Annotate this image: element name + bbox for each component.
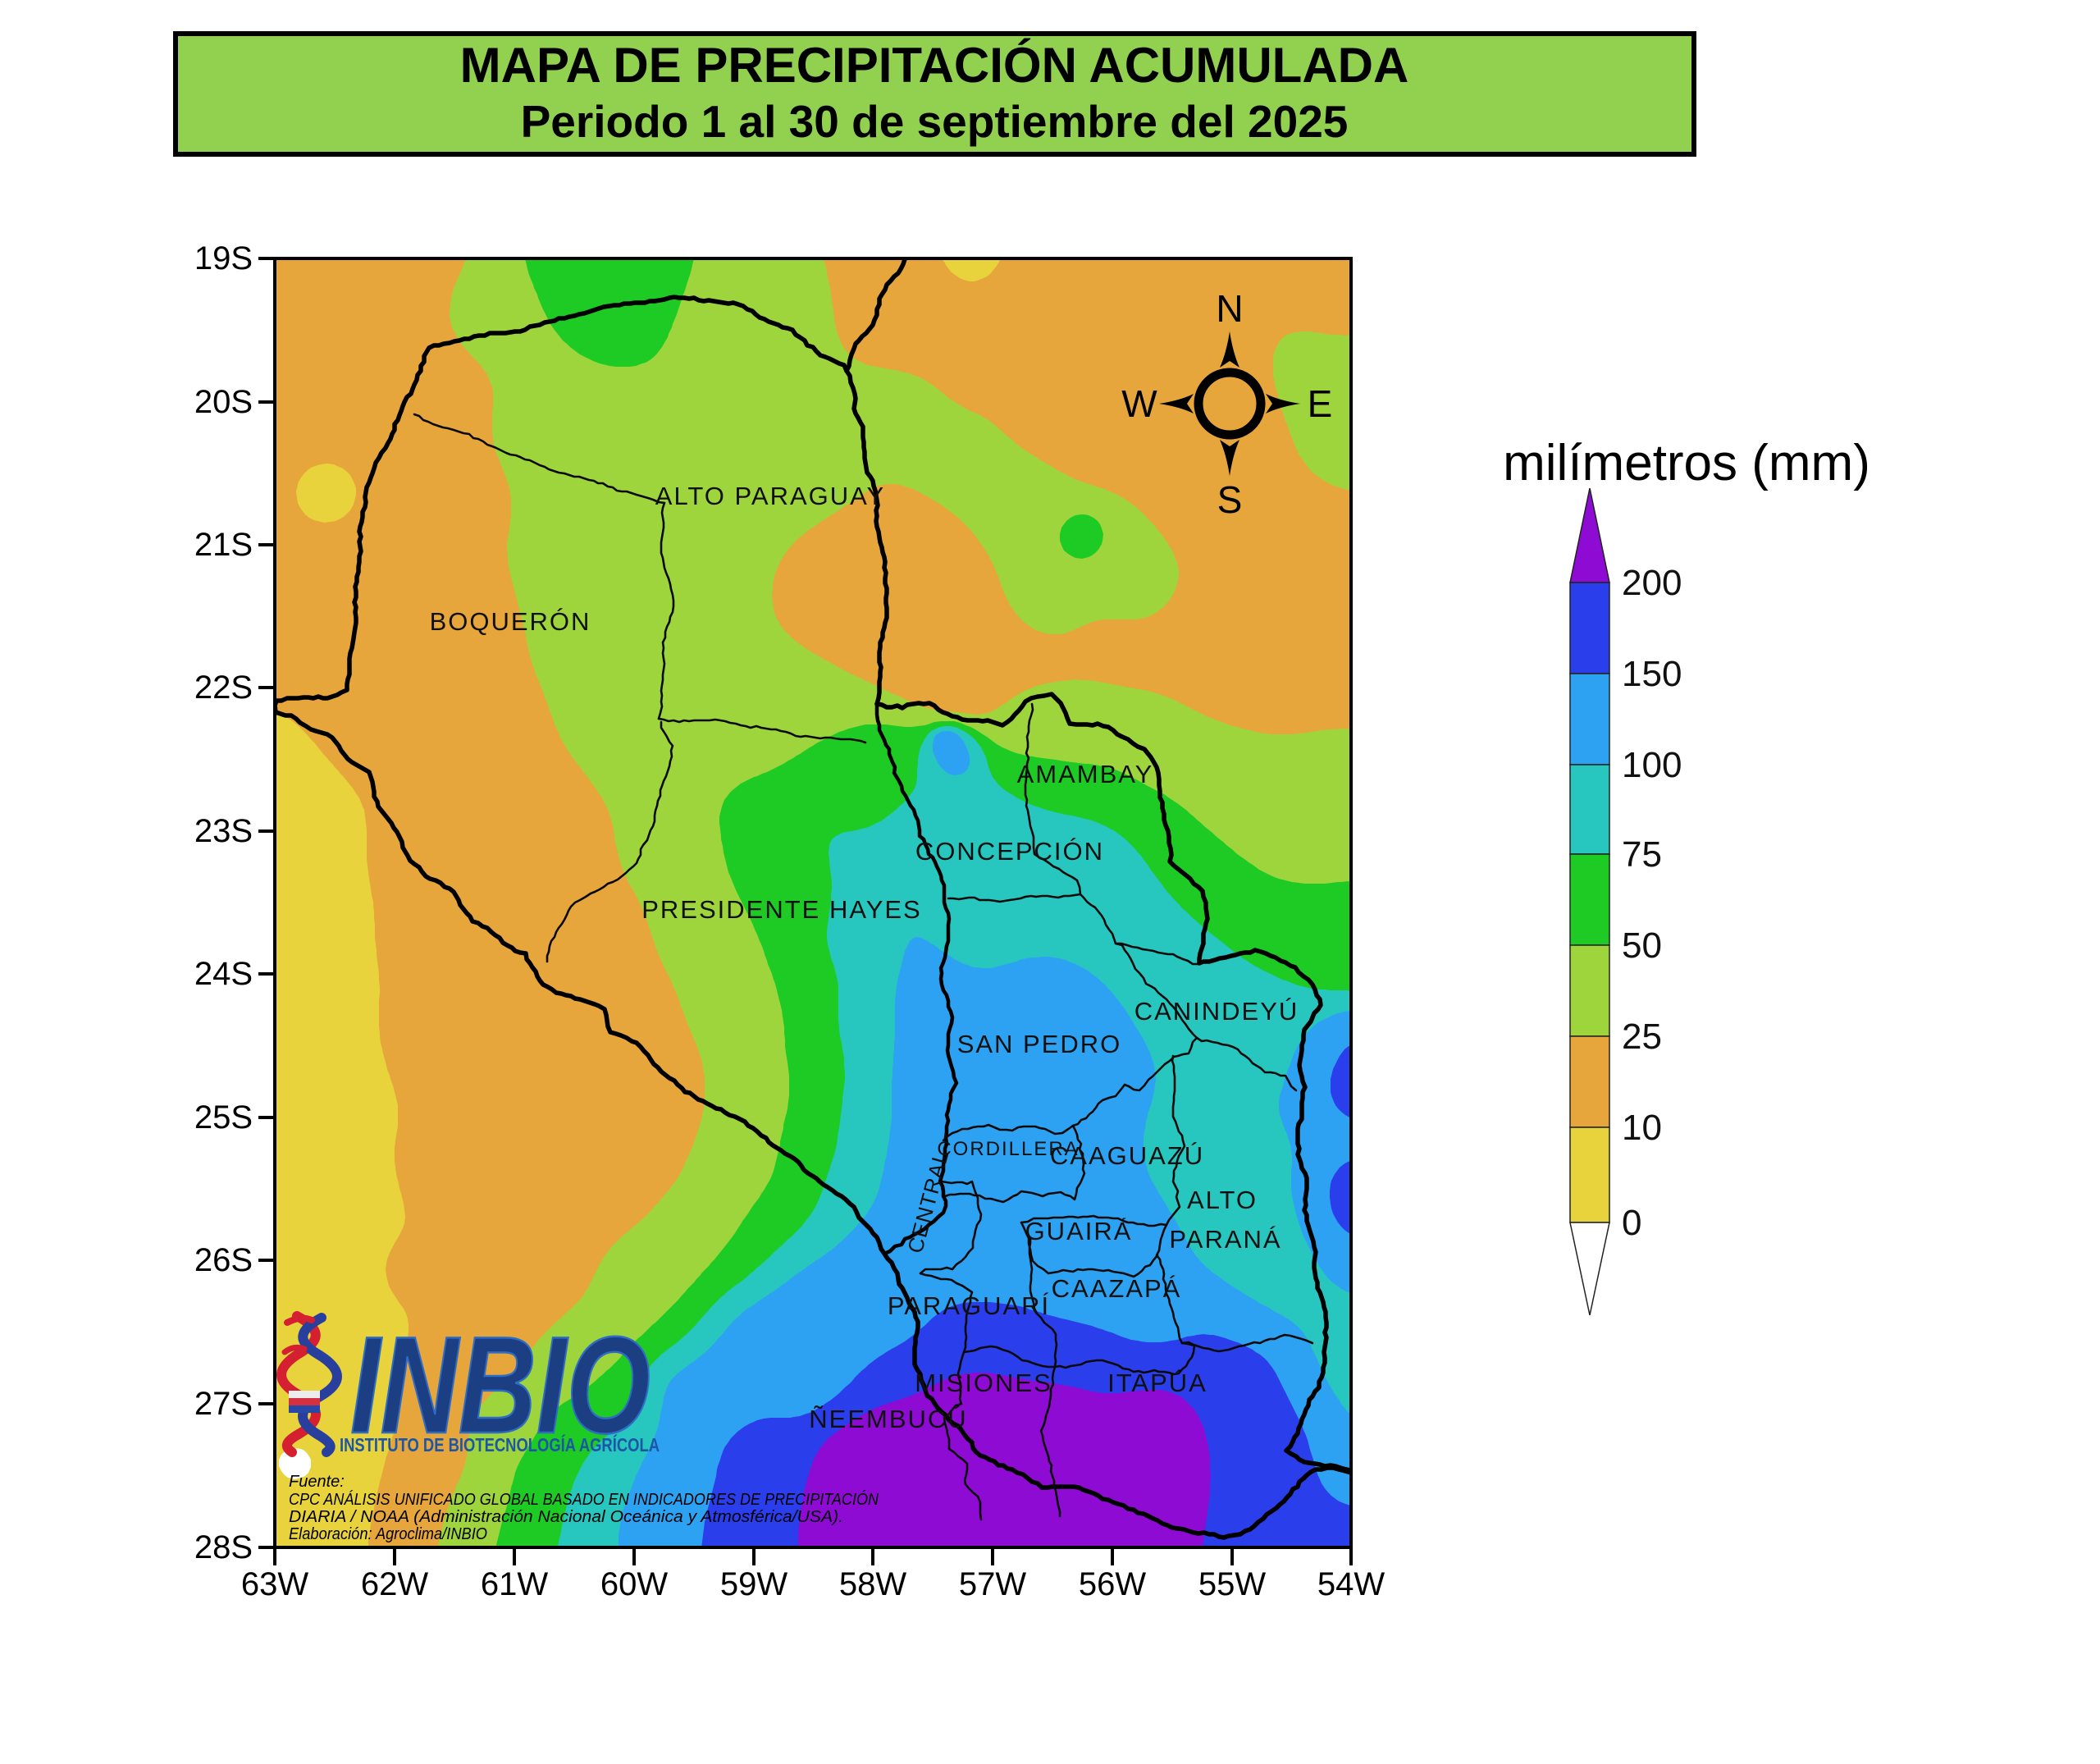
svg-text:ITAPÚA: ITAPÚA (1107, 1369, 1208, 1397)
svg-text:20S: 20S (194, 384, 253, 420)
svg-text:10: 10 (1622, 1108, 1662, 1148)
svg-text:SAN PEDRO: SAN PEDRO (957, 1030, 1122, 1058)
svg-text:PRESIDENTE HAYES: PRESIDENTE HAYES (641, 895, 922, 924)
svg-text:60W: 60W (600, 1566, 668, 1602)
svg-text:22S: 22S (194, 669, 253, 706)
svg-text:200: 200 (1622, 563, 1682, 603)
svg-text:25: 25 (1622, 1017, 1662, 1057)
svg-text:50: 50 (1622, 925, 1662, 966)
svg-text:54W: 54W (1317, 1566, 1385, 1602)
svg-text:58W: 58W (839, 1566, 906, 1602)
svg-text:MISIONES: MISIONES (915, 1369, 1052, 1397)
svg-text:61W: 61W (481, 1566, 548, 1602)
svg-text:0: 0 (1622, 1203, 1641, 1243)
svg-text:63W: 63W (241, 1566, 308, 1602)
svg-text:CAAGUAZÚ: CAAGUAZÚ (1050, 1141, 1204, 1170)
svg-text:100: 100 (1622, 745, 1682, 785)
svg-text:INSTITUTO DE BIOTECNOLOGÍA AGR: INSTITUTO DE BIOTECNOLOGÍA AGRÍCOLA (340, 1433, 660, 1456)
svg-text:150: 150 (1622, 654, 1682, 694)
svg-text:CORDILLERA: CORDILLERA (937, 1138, 1079, 1160)
svg-text:INBIO: INBIO (350, 1308, 651, 1462)
svg-text:Periodo 1 al 30 de septiembre: Periodo 1 al 30 de septiembre del 2025 (521, 96, 1349, 147)
svg-text:S: S (1217, 478, 1243, 521)
svg-text:MAPA DE PRECIPITACIÓN ACUMULAD: MAPA DE PRECIPITACIÓN ACUMULADA (460, 38, 1409, 93)
svg-text:milímetros (mm): milímetros (mm) (1503, 435, 1870, 491)
svg-text:24S: 24S (194, 956, 253, 992)
svg-text:55W: 55W (1198, 1566, 1266, 1602)
svg-text:ALTO: ALTO (1187, 1186, 1258, 1214)
svg-text:PARANÁ: PARANÁ (1169, 1225, 1281, 1254)
svg-text:59W: 59W (720, 1566, 788, 1602)
svg-text:AMAMBAY: AMAMBAY (1017, 760, 1154, 788)
svg-text:CONCEPCIÓN: CONCEPCIÓN (915, 837, 1104, 866)
svg-text:BOQUERÓN: BOQUERÓN (430, 607, 591, 636)
svg-text:N: N (1216, 287, 1243, 330)
svg-text:57W: 57W (959, 1566, 1026, 1602)
svg-text:26S: 26S (194, 1242, 253, 1278)
svg-text:CPC ANÁLISIS UNIFICADO GLOBAL: CPC ANÁLISIS UNIFICADO GLOBAL BASADO EN … (289, 1490, 879, 1509)
svg-text:62W: 62W (361, 1566, 428, 1602)
svg-text:E: E (1308, 382, 1333, 425)
svg-text:Fuente:: Fuente: (289, 1473, 345, 1491)
svg-text:PARAGUARÍ: PARAGUARÍ (888, 1291, 1050, 1320)
svg-text:19S: 19S (194, 240, 253, 276)
svg-text:CAAZAPÁ: CAAZAPÁ (1052, 1274, 1182, 1303)
svg-text:ÑEEMBUCÚ: ÑEEMBUCÚ (809, 1405, 967, 1433)
svg-text:23S: 23S (194, 813, 253, 849)
svg-text:DIARIA / NOAA (Administración: DIARIA / NOAA (Administración Nacional O… (289, 1508, 843, 1526)
svg-text:GUAIRÁ: GUAIRÁ (1025, 1217, 1133, 1245)
svg-text:21S: 21S (194, 527, 253, 563)
svg-text:27S: 27S (194, 1386, 253, 1422)
svg-text:CANINDEYÚ: CANINDEYÚ (1134, 997, 1299, 1026)
svg-text:56W: 56W (1079, 1566, 1146, 1602)
svg-text:Elaboración: Agroclima/INBIO: Elaboración: Agroclima/INBIO (289, 1525, 487, 1543)
svg-text:W: W (1121, 382, 1157, 425)
svg-text:25S: 25S (194, 1099, 253, 1136)
svg-text:75: 75 (1622, 834, 1662, 875)
svg-text:28S: 28S (194, 1529, 253, 1565)
svg-text:ALTO PARAGUAY: ALTO PARAGUAY (655, 482, 885, 510)
